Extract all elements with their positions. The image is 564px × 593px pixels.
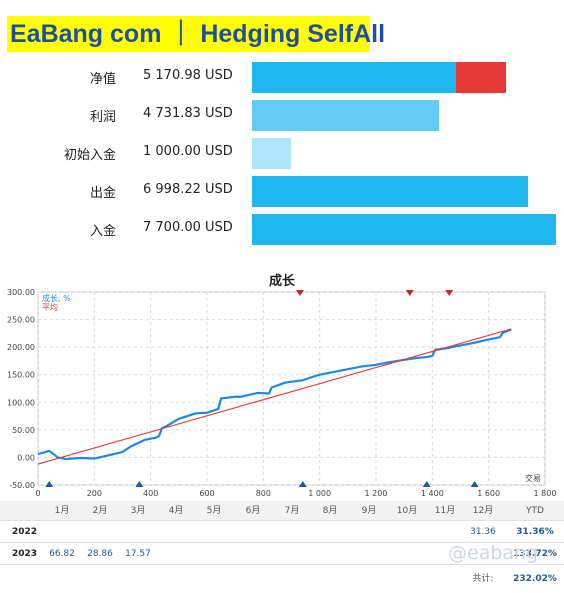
total-label: 共计: bbox=[472, 574, 494, 584]
bottom-marker bbox=[470, 481, 479, 487]
year-label: 2023 bbox=[12, 549, 38, 559]
plot-area bbox=[37, 291, 546, 486]
ytd-value: 133.72% bbox=[513, 549, 557, 559]
month-header: 7月 bbox=[284, 506, 300, 516]
x-tick-label: 0 bbox=[35, 489, 40, 498]
summary-row: 入金 7 700.00 USD bbox=[0, 214, 564, 246]
x-axis-label: 交易 bbox=[525, 473, 541, 483]
summary-row: 出金 6 998.22 USD bbox=[0, 176, 564, 208]
bottom-marker bbox=[45, 481, 54, 487]
summary-bar bbox=[252, 138, 292, 169]
summary-bar bbox=[252, 62, 457, 93]
top-marker bbox=[445, 290, 454, 296]
summary-bar bbox=[252, 100, 439, 131]
summary-bar bbox=[252, 176, 529, 207]
summary-value: 7 700.00 USD bbox=[143, 220, 233, 235]
table-header-row: 1月 2月 3月 4月 5月 6月 7月 8月 9月 10月 11月 12月 YTD bbox=[0, 501, 564, 521]
x-tick-label: 1 000 bbox=[308, 489, 331, 498]
year-label: 2022 bbox=[12, 527, 38, 537]
summary-label: 初始入金 bbox=[63, 148, 116, 163]
month-value: 17.57 bbox=[125, 549, 151, 559]
y-tick-label: 250.00 bbox=[7, 316, 35, 325]
y-tick-label: 300.00 bbox=[7, 288, 35, 297]
monthly-growth-table: 1月 2月 3月 4月 5月 6月 7月 8月 9月 10月 11月 12月 YTD 2022 31.36… bbox=[0, 501, 564, 565]
x-tick-label: 1 800 bbox=[534, 489, 557, 498]
summary-row: 利润 4 731.83 USD bbox=[0, 100, 564, 132]
summary-row: 净值 5 170.98 USD bbox=[0, 62, 564, 94]
chart-grid bbox=[37, 291, 546, 486]
legend-entry: 成长, % bbox=[42, 293, 71, 303]
x-tick-label: 200 bbox=[87, 489, 102, 498]
page-title: EaBang com ｜ Hedging SelfAll bbox=[7, 16, 385, 52]
summary-value: 1 000.00 USD bbox=[143, 144, 233, 159]
chart-axes: 300.00 250.00 200.00 150.00 100.00 50.00 0.00 -… bbox=[7, 288, 556, 498]
summary-label: 入金 bbox=[89, 224, 116, 239]
summary-value: 5 170.98 USD bbox=[143, 68, 233, 83]
month-header: 8月 bbox=[322, 506, 338, 516]
x-tick-label: 1 600 bbox=[477, 489, 500, 498]
summary-label: 出金 bbox=[89, 186, 116, 201]
y-tick-label: 150.00 bbox=[7, 371, 35, 380]
x-tick-label: 800 bbox=[256, 489, 271, 498]
y-tick-label: 100.00 bbox=[7, 398, 35, 407]
month-header: 4月 bbox=[168, 506, 184, 516]
legend-entry: 平均 bbox=[42, 302, 58, 312]
bottom-marker bbox=[298, 481, 307, 487]
bottom-marker bbox=[135, 481, 144, 487]
summary-label: 利润 bbox=[89, 110, 116, 125]
month-header: 1月 bbox=[54, 506, 70, 516]
month-value: 28.86 bbox=[87, 549, 113, 559]
chart-legend: 成长, %平均 bbox=[42, 293, 71, 312]
y-tick-label: 0.00 bbox=[17, 453, 35, 462]
x-tick-label: 1 400 bbox=[421, 489, 444, 498]
month-header: 5月 bbox=[206, 506, 222, 516]
summary-row: 初始入金 1 000.00 USD bbox=[0, 138, 564, 170]
ytd-value: 31.36% bbox=[516, 527, 554, 537]
ytd-header: YTD bbox=[526, 506, 544, 516]
summary-bar-extra bbox=[456, 62, 507, 93]
y-tick-label: 50.00 bbox=[12, 426, 35, 435]
month-header: 12月 bbox=[472, 506, 494, 516]
x-tick-label: 400 bbox=[143, 489, 158, 498]
month-header: 11月 bbox=[434, 506, 456, 516]
chart-markers bbox=[45, 290, 479, 487]
watermark: @eabang bbox=[448, 542, 539, 564]
month-header: 9月 bbox=[361, 506, 377, 516]
series-line-1 bbox=[37, 328, 512, 465]
x-tick-label: 1 200 bbox=[365, 489, 388, 498]
summary-label: 净值 bbox=[89, 72, 116, 87]
total-row: 共计: 232.02% bbox=[0, 568, 564, 590]
top-marker bbox=[295, 290, 304, 296]
summary-value: 6 998.22 USD bbox=[143, 182, 233, 197]
month-header: 3月 bbox=[130, 506, 146, 516]
summary-bar bbox=[252, 214, 556, 245]
y-tick-label: 200.00 bbox=[7, 343, 35, 352]
chart-series bbox=[37, 328, 512, 465]
table-row: 2023 66.82 28.86 17.57 133.72% bbox=[0, 543, 564, 565]
chart-title: 成长 bbox=[268, 274, 295, 289]
summary-value: 4 731.83 USD bbox=[143, 106, 233, 121]
month-header: 2月 bbox=[92, 506, 108, 516]
table-row: 2022 31.36 31.36% bbox=[0, 521, 564, 543]
y-tick-label: -50.00 bbox=[9, 481, 35, 490]
growth-chart: 300.00 250.00 200.00 150.00 100.00 50.00 0.00 -… bbox=[7, 288, 556, 498]
month-value: 66.82 bbox=[49, 549, 75, 559]
top-marker bbox=[405, 290, 414, 296]
month-header: 6月 bbox=[245, 506, 261, 516]
month-value: 31.36 bbox=[470, 527, 496, 537]
total-value: 232.02% bbox=[513, 574, 557, 584]
month-header: 10月 bbox=[396, 506, 418, 516]
bottom-marker bbox=[422, 481, 431, 487]
x-tick-label: 600 bbox=[199, 489, 214, 498]
